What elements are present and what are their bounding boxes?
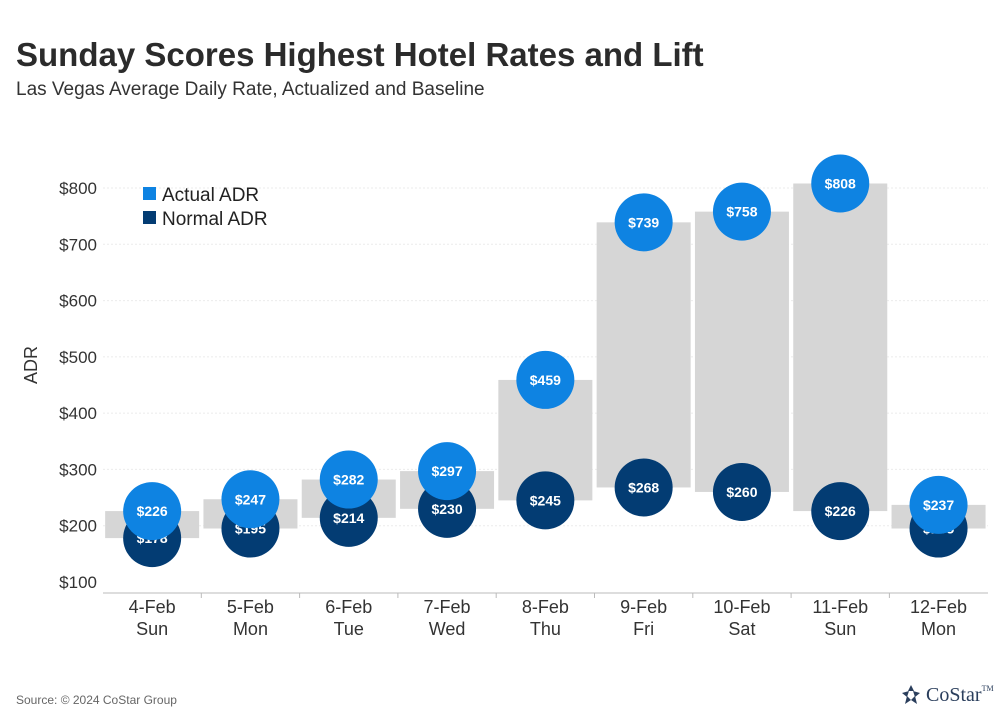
actual-adr-label: $739 — [628, 214, 659, 230]
chart-title: Sunday Scores Highest Hotel Rates and Li… — [16, 36, 704, 73]
y-tick-label: $300 — [59, 460, 97, 479]
y-axis-ticks: $100 $200 $300 $400 $500 $600 $700 $800 — [59, 179, 97, 592]
legend: Actual ADR Normal ADR — [143, 185, 268, 230]
normal-adr-point — [811, 482, 870, 541]
normal-adr-point — [712, 462, 771, 521]
legend-swatch-normal — [143, 211, 156, 224]
normal-adr-label: $260 — [726, 484, 757, 500]
data-points: $178$226$195$247$214$282$230$297$245$459… — [123, 154, 968, 568]
actual-adr-label: $459 — [530, 372, 561, 388]
normal-adr-label: $268 — [628, 479, 659, 495]
actual-adr-point — [123, 482, 182, 541]
x-tick-day: Mon — [921, 619, 956, 639]
actual-adr-label: $297 — [431, 463, 462, 479]
x-tick-day: Sat — [728, 619, 755, 639]
x-tick-day: Sun — [136, 619, 168, 639]
x-tick-day: Tue — [334, 619, 364, 639]
range-bar — [694, 211, 789, 492]
actual-adr-label: $282 — [333, 472, 364, 488]
x-tick-date: 6-Feb — [325, 597, 372, 617]
actual-adr-point — [221, 470, 280, 529]
x-tick-day: Mon — [233, 619, 268, 639]
x-tick-date: 8-Feb — [522, 597, 569, 617]
actual-adr-label: $808 — [825, 175, 856, 191]
x-tick-day: Sun — [824, 619, 856, 639]
y-axis-label: ADR — [21, 346, 41, 384]
legend-label-normal: Normal ADR — [162, 209, 268, 230]
x-tick-date: 10-Feb — [713, 597, 770, 617]
actual-adr-point — [909, 475, 968, 534]
normal-adr-label: $230 — [431, 501, 462, 517]
y-tick-label: $200 — [59, 517, 97, 536]
actual-adr-label: $758 — [726, 204, 757, 220]
normal-adr-label: $245 — [530, 492, 561, 508]
x-tick-day: Fri — [633, 619, 654, 639]
y-tick-label: $700 — [59, 235, 97, 254]
costar-logo: CoStarTM — [900, 680, 994, 710]
y-tick-label: $500 — [59, 348, 97, 367]
x-tick-date: 9-Feb — [620, 597, 667, 617]
actual-adr-point — [712, 182, 771, 241]
x-tick-date: 12-Feb — [910, 597, 967, 617]
actual-adr-label: $247 — [235, 491, 266, 507]
y-tick-label: $400 — [59, 404, 97, 423]
actual-adr-label: $226 — [137, 503, 168, 519]
actual-adr-point — [319, 450, 378, 509]
x-tick-date: 4-Feb — [129, 597, 176, 617]
x-axis-ticks: 4-FebSun5-FebMon6-FebTue7-FebWed8-FebThu… — [129, 593, 967, 639]
actual-adr-point — [614, 193, 673, 252]
legend-swatch-actual — [143, 187, 156, 200]
x-tick-day: Thu — [530, 619, 561, 639]
x-tick-date: 5-Feb — [227, 597, 274, 617]
legend-label-actual: Actual ADR — [162, 185, 259, 206]
normal-adr-point — [516, 471, 575, 530]
actual-adr-point — [516, 350, 575, 409]
y-tick-label: $800 — [59, 179, 97, 198]
range-bar — [596, 222, 691, 488]
actual-adr-label: $237 — [923, 497, 954, 513]
normal-adr-point — [614, 458, 673, 517]
source-note: Source: © 2024 CoStar Group — [16, 693, 177, 707]
normal-adr-label: $226 — [825, 503, 856, 519]
x-tick-day: Wed — [429, 619, 466, 639]
x-tick-date: 7-Feb — [424, 597, 471, 617]
actual-adr-point — [418, 442, 477, 501]
chart-subtitle: Las Vegas Average Daily Rate, Actualized… — [16, 79, 485, 100]
y-tick-label: $600 — [59, 292, 97, 311]
actual-adr-point — [811, 154, 870, 213]
normal-adr-label: $214 — [333, 510, 364, 526]
costar-star-icon — [902, 685, 920, 704]
y-tick-label: $100 — [59, 573, 97, 592]
chart-area: $100$200$300$400$500$600$700$800 ADR $17… — [21, 154, 988, 639]
range-bar — [793, 183, 888, 512]
x-tick-date: 11-Feb — [812, 597, 868, 617]
